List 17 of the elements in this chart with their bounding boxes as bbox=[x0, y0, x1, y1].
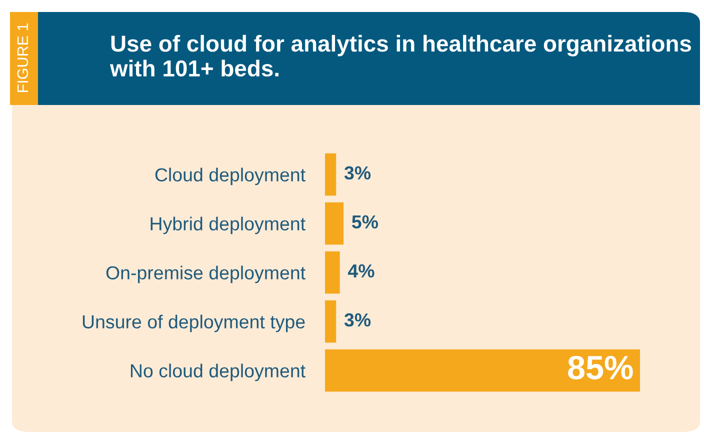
bar bbox=[325, 300, 336, 343]
bar bbox=[325, 251, 340, 294]
y-tick-label: On-premise deployment bbox=[106, 266, 306, 284]
bar bbox=[325, 153, 336, 196]
data-label: 4% bbox=[348, 264, 374, 278]
chart-title: Use of cloud for analytics in healthcare organizations with 101+ beds. bbox=[110, 34, 692, 77]
data-label: 3% bbox=[344, 313, 371, 327]
y-tick-label: Cloud deployment bbox=[155, 168, 306, 186]
bar bbox=[325, 202, 344, 245]
bar bbox=[325, 349, 640, 392]
data-label: 85% bbox=[568, 356, 633, 380]
data-label: 3% bbox=[344, 166, 371, 180]
y-tick-label: Hybrid deployment bbox=[150, 216, 306, 234]
caption: FIGURE 1 bbox=[17, 24, 28, 92]
data-label: 5% bbox=[352, 215, 378, 229]
y-tick-label: Unsure of deployment type bbox=[82, 314, 305, 332]
y-tick-label: No cloud deployment bbox=[130, 364, 306, 382]
